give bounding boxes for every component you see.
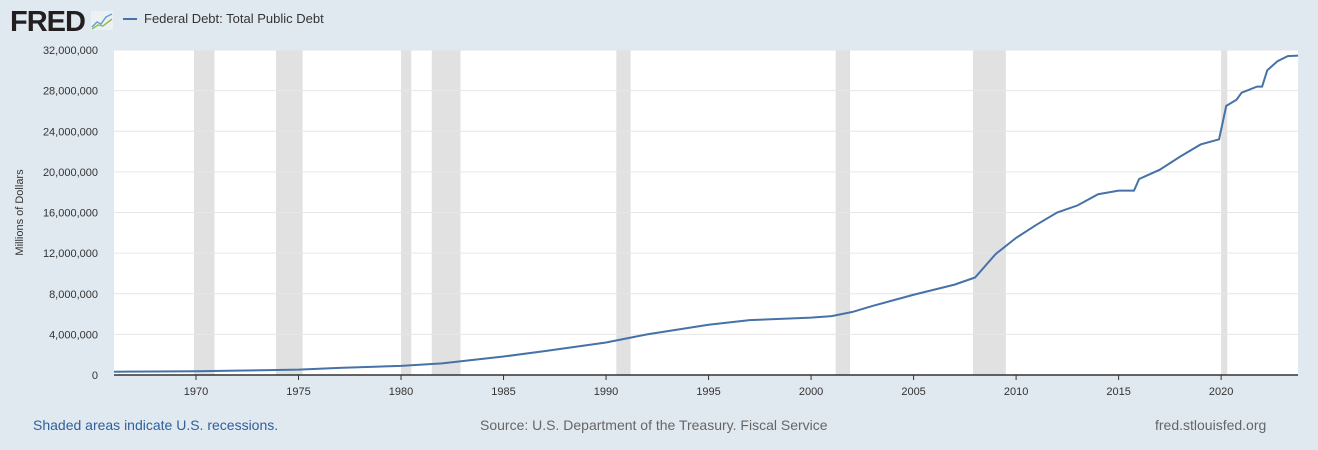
x-tick-label: 2020 (1209, 386, 1233, 398)
legend: Federal Debt: Total Public Debt (123, 11, 324, 26)
x-tick-label: 2005 (901, 386, 925, 398)
x-tick-label: 1990 (594, 386, 618, 398)
y-tick-label: 32,000,000 (43, 45, 98, 57)
x-tick-label: 1975 (286, 386, 310, 398)
y-tick-label: 28,000,000 (43, 86, 98, 98)
recession-note-link[interactable]: Shaded areas indicate U.S. recessions. (33, 417, 279, 433)
y-axis-label: Millions of Dollars (14, 169, 26, 256)
chart: 0 4,000,000 8,000,000 12,000,000 16,000,000 2… (14, 45, 1299, 398)
x-tick-label: 2015 (1106, 386, 1130, 398)
y-tick-label: 8,000,000 (49, 289, 98, 301)
chart-logo-icon (91, 11, 113, 30)
site-link[interactable]: fred.stlouisfed.org (1155, 417, 1267, 433)
y-tick-label: 24,000,000 (43, 126, 98, 138)
x-tick-label: 1995 (696, 386, 720, 398)
legend-label: Federal Debt: Total Public Debt (144, 11, 324, 26)
source-text: Source: U.S. Department of the Treasury.… (480, 417, 828, 433)
y-tick-label: 0 (92, 370, 98, 382)
x-tick-label: 2000 (799, 386, 823, 398)
y-tick-label: 12,000,000 (43, 248, 98, 260)
x-tick-label: 1970 (184, 386, 208, 398)
y-tick-label: 20,000,000 (43, 167, 98, 179)
fred-logo[interactable]: FRED (10, 6, 86, 38)
x-tick-label: 1985 (491, 386, 515, 398)
y-tick-label: 4,000,000 (49, 329, 98, 341)
y-tick-label: 16,000,000 (43, 208, 98, 220)
series-line (113, 54, 1299, 373)
x-tick-label: 1980 (389, 386, 413, 398)
legend-line-swatch (123, 17, 137, 20)
x-tick-label: 2010 (1004, 386, 1028, 398)
